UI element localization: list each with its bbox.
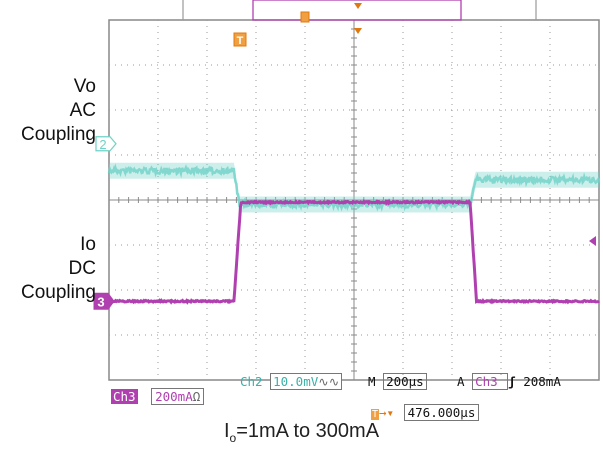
ch2-label-line-2: AC bbox=[69, 100, 96, 121]
trigger-source-box: Ch3 bbox=[472, 373, 509, 390]
ch3-marker-shape bbox=[93, 292, 115, 310]
ch2-label-line-3: Coupling bbox=[21, 124, 96, 145]
ch3-trace bbox=[108, 198, 600, 305]
ch2-ground-marker: 2 bbox=[95, 136, 117, 152]
ch3-label-line-1: Io bbox=[80, 234, 96, 255]
ch3-side-label: Io DC Coupling bbox=[8, 233, 96, 305]
caption-subscript: o bbox=[229, 431, 237, 445]
ch3-scale: 200mA bbox=[155, 389, 193, 404]
timebase-readout: M 200µs bbox=[368, 373, 448, 390]
ch3-scale-box: 200mAΩ bbox=[151, 388, 205, 405]
trigger-position-readout: T→▾ 476.000µs bbox=[371, 404, 511, 421]
timebase-label: M bbox=[368, 374, 376, 389]
ch2-label-line-1: Vo bbox=[73, 76, 96, 97]
trigger-label: A bbox=[457, 374, 465, 389]
ch2-side-label: Vo AC Coupling bbox=[8, 75, 96, 147]
ch3-label-line-2: DC bbox=[68, 258, 96, 279]
channel-markers: 2 3 T bbox=[93, 28, 596, 310]
ch2-marker-shape bbox=[95, 136, 117, 152]
figure-caption: Io=1mA to 300mA bbox=[0, 420, 603, 445]
ch3-label-line-3: Coupling bbox=[21, 282, 96, 303]
ch3-waveform bbox=[108, 198, 600, 305]
ohm-icon: Ω bbox=[192, 389, 201, 404]
rising-edge-icon: ʃ bbox=[508, 374, 516, 389]
trigger-marker: T bbox=[233, 32, 247, 47]
trigger-position-icon: T bbox=[371, 409, 380, 420]
caption-text: =1mA to 300mA bbox=[236, 420, 380, 442]
trigger-marker-box bbox=[233, 32, 247, 47]
ch2-marker-label: 2 bbox=[99, 137, 106, 152]
trigger-readout: A Ch3 ʃ 208mA bbox=[457, 373, 603, 390]
trigger-source: Ch3 bbox=[475, 374, 498, 389]
trigger-level: 208mA bbox=[523, 374, 561, 389]
ch2-scale: 10.0mV bbox=[273, 374, 319, 389]
caption-prefix: I bbox=[223, 420, 230, 442]
trigger-marker-label: T bbox=[237, 35, 244, 47]
ch2-name: Ch2 bbox=[240, 374, 263, 389]
ch3-name: Ch3 bbox=[111, 389, 138, 404]
timebase-value: 200µs bbox=[386, 374, 424, 389]
waveform-traces bbox=[107, 162, 601, 305]
ch2-readout: Ch2 10.0mV∿∿ bbox=[240, 373, 374, 390]
graticule-grid bbox=[108, 19, 600, 381]
ch3-ground-marker: 3 bbox=[93, 292, 115, 310]
trigger-level-arrow bbox=[589, 236, 596, 246]
trigger-position-arrow bbox=[354, 28, 362, 34]
ch2-noise-band bbox=[109, 162, 599, 213]
ch3-marker-label: 3 bbox=[97, 294, 104, 309]
record-position-bar bbox=[182, 0, 537, 23]
trigger-position-box: 476.000µs bbox=[403, 404, 480, 421]
timebase-box: 200µs bbox=[383, 373, 427, 390]
ac-coupling-icon: ∿∿ bbox=[318, 374, 340, 389]
ch2-scale-box: 10.0mV∿∿ bbox=[270, 373, 343, 390]
ch3-readout: Ch3 200mAΩ bbox=[111, 388, 261, 405]
arrow-right-icon: →▾ bbox=[379, 405, 395, 420]
trigger-position: 476.000µs bbox=[407, 405, 476, 420]
